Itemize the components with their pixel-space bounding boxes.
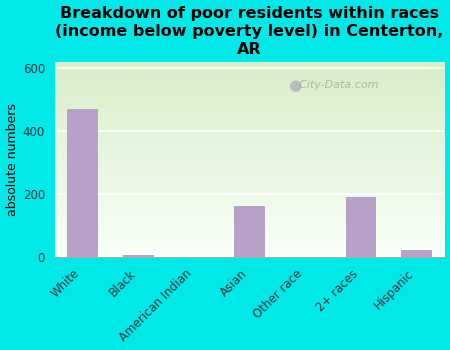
Y-axis label: absolute numbers: absolute numbers	[5, 103, 18, 216]
Title: Breakdown of poor residents within races
(income below poverty level) in Centert: Breakdown of poor residents within races…	[55, 6, 444, 57]
Bar	[67, 109, 98, 257]
Text: City-Data.com: City-Data.com	[292, 80, 378, 90]
Bar	[234, 206, 265, 257]
Bar	[123, 255, 153, 257]
Bar	[346, 197, 376, 257]
Text: ●: ●	[288, 78, 301, 93]
Bar	[401, 250, 432, 257]
